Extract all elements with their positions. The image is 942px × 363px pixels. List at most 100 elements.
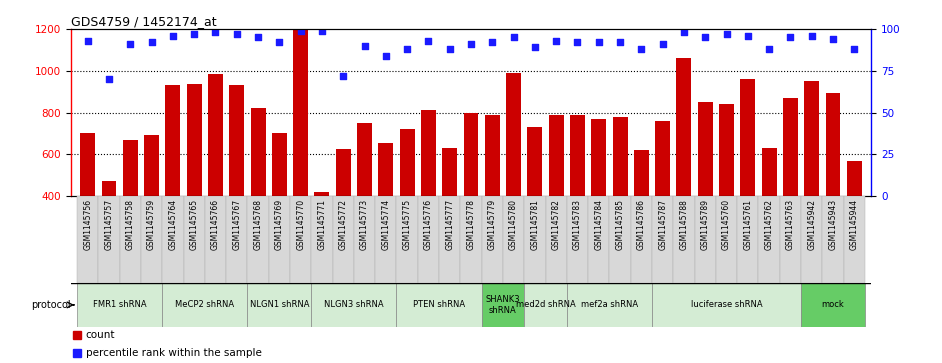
Point (315, 28, 330, 34)
Bar (656, 121, 670, 280)
Bar (844, 196, 865, 283)
Bar (463, 113, 479, 280)
Bar (698, 102, 713, 280)
Bar (503, 196, 525, 283)
Text: luciferase shRNA: luciferase shRNA (690, 301, 762, 309)
Point (548, 38, 563, 44)
Bar (676, 58, 691, 280)
Point (442, 46, 457, 52)
Bar (397, 196, 417, 283)
Bar (481, 283, 525, 327)
Text: GSM1145780: GSM1145780 (509, 199, 518, 250)
Bar (847, 160, 862, 280)
Bar (783, 98, 798, 280)
Bar (229, 85, 244, 280)
Text: GSM1145779: GSM1145779 (488, 199, 496, 250)
Text: GDS4759 / 1452174_at: GDS4759 / 1452174_at (71, 15, 217, 28)
Point (463, 41, 479, 47)
Text: NLGN1 shRNA: NLGN1 shRNA (250, 301, 309, 309)
Bar (674, 196, 694, 283)
Bar (184, 196, 204, 283)
Bar (825, 93, 840, 280)
Bar (399, 129, 414, 280)
Point (506, 34, 521, 40)
Bar (780, 196, 801, 283)
Bar (290, 196, 311, 283)
Bar (354, 196, 375, 283)
Text: GSM1145776: GSM1145776 (424, 199, 433, 250)
Text: GSM1145789: GSM1145789 (701, 199, 709, 250)
Bar (758, 196, 780, 283)
Text: GSM1145758: GSM1145758 (126, 199, 135, 250)
Bar (335, 149, 350, 280)
Bar (357, 123, 372, 280)
Bar (822, 196, 844, 283)
Bar (162, 196, 184, 283)
Point (208, 29, 223, 35)
Bar (716, 196, 738, 283)
Text: GSM1145944: GSM1145944 (850, 199, 859, 250)
Text: GSM1145781: GSM1145781 (530, 199, 540, 249)
Point (293, 28, 308, 34)
Bar (549, 115, 563, 280)
Text: GSM1145769: GSM1145769 (275, 199, 284, 250)
Text: GSM1145943: GSM1145943 (829, 199, 837, 250)
Text: GSM1145772: GSM1145772 (339, 199, 348, 250)
Bar (461, 196, 481, 283)
Point (719, 31, 734, 37)
Bar (570, 115, 585, 280)
Bar (652, 196, 674, 283)
Point (272, 40, 287, 45)
Text: GSM1145763: GSM1145763 (786, 199, 795, 250)
Point (251, 34, 266, 40)
Bar (525, 283, 567, 327)
Bar (204, 196, 226, 283)
Text: GSM1145764: GSM1145764 (169, 199, 177, 250)
Text: NLGN3 shRNA: NLGN3 shRNA (324, 301, 383, 309)
Text: GSM1145775: GSM1145775 (402, 199, 412, 250)
Bar (311, 196, 333, 283)
Bar (801, 283, 865, 327)
Bar (73, 331, 81, 339)
Text: GSM1145786: GSM1145786 (637, 199, 646, 250)
Bar (738, 196, 758, 283)
Text: GSM1145759: GSM1145759 (147, 199, 156, 250)
Text: GSM1145782: GSM1145782 (552, 199, 560, 249)
Bar (77, 283, 162, 327)
Text: GSM1145942: GSM1145942 (807, 199, 816, 250)
Point (166, 33, 181, 38)
Bar (226, 196, 248, 283)
Text: protocol: protocol (31, 300, 71, 310)
Text: MeCP2 shRNA: MeCP2 shRNA (175, 301, 235, 309)
Bar (102, 182, 117, 280)
Bar (166, 85, 180, 280)
Bar (375, 196, 397, 283)
Bar (311, 283, 397, 327)
Bar (251, 108, 266, 280)
Bar (315, 192, 330, 280)
Bar (144, 135, 159, 280)
Bar (804, 81, 820, 280)
Point (229, 31, 244, 37)
Point (570, 40, 585, 45)
Bar (719, 104, 734, 280)
Bar (120, 196, 141, 283)
Point (761, 46, 776, 52)
Text: count: count (86, 330, 115, 340)
Bar (567, 196, 588, 283)
Bar (481, 196, 503, 283)
Text: percentile rank within the sample: percentile rank within the sample (86, 348, 262, 358)
Point (740, 33, 755, 38)
Point (122, 41, 138, 47)
Bar (694, 196, 716, 283)
Bar (740, 79, 755, 280)
Bar (272, 133, 286, 280)
Bar (208, 74, 223, 280)
Point (783, 34, 798, 40)
Bar (442, 148, 457, 280)
Point (485, 40, 500, 45)
Bar (439, 196, 461, 283)
Point (847, 46, 862, 52)
Text: SHANK3
shRNA: SHANK3 shRNA (486, 295, 520, 315)
Text: mock: mock (821, 301, 844, 309)
